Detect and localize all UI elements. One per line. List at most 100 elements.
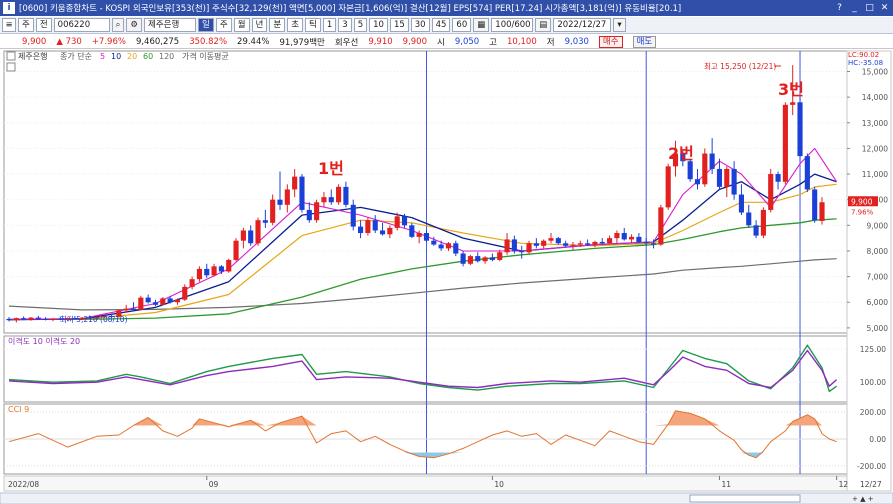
cci-tick-label: 0.00 — [869, 435, 886, 444]
candle-body — [409, 225, 415, 237]
candle-body — [782, 104, 788, 182]
candle-body — [475, 256, 481, 262]
legend-ma-suffix: 가격 이동평균 — [182, 51, 229, 61]
maximize-button[interactable]: □ — [865, 3, 874, 13]
annotation-label-1: 1번 — [318, 159, 344, 178]
interval-button-1[interactable]: 1 — [322, 18, 337, 32]
candle-body — [555, 238, 561, 244]
candle-body — [196, 268, 202, 280]
calendar-icon[interactable]: ▤ — [535, 18, 552, 32]
candle-body — [753, 225, 759, 236]
candle-body — [460, 253, 466, 264]
date-tick-label: 12 — [839, 480, 849, 489]
candle-body — [379, 230, 386, 235]
candle-body — [541, 240, 547, 246]
interval-button-15[interactable]: 15 — [389, 18, 409, 32]
period-button-month[interactable]: 월 — [233, 18, 250, 32]
candle-body — [709, 153, 715, 169]
interval-button-5[interactable]: 5 — [353, 18, 368, 32]
candle-body — [672, 153, 679, 167]
candle-body — [643, 241, 649, 244]
close-button[interactable]: ✕ — [880, 3, 889, 13]
candle-body — [438, 244, 444, 249]
candle-body — [724, 168, 730, 187]
candle-body — [731, 168, 737, 195]
cci-line — [8, 410, 837, 459]
candle-body — [526, 243, 532, 253]
period-button-day[interactable]: 일 — [198, 18, 214, 32]
candle-body — [680, 153, 686, 162]
candle-body — [13, 318, 19, 321]
candle-body — [138, 297, 144, 310]
date-field[interactable]: 2022/12/27 — [553, 18, 612, 32]
high-price-note: 최고 15,250 (12/21) — [704, 61, 776, 71]
candle-body — [511, 239, 517, 251]
period-button-year[interactable]: 년 — [251, 18, 268, 32]
candle-body — [592, 241, 598, 245]
candle-body — [152, 302, 159, 305]
candle-body — [358, 226, 364, 234]
price-tick-label: 8,000 — [867, 247, 889, 256]
price-tick-label: 9,000 — [867, 221, 889, 230]
buy-button[interactable]: 매수 — [598, 35, 623, 48]
date-picker-icon[interactable]: ▾ — [613, 18, 626, 32]
annotation-label-2: 2번 — [668, 144, 694, 163]
candle-body — [614, 233, 620, 239]
candle-body — [72, 318, 78, 320]
candle-body — [431, 240, 437, 245]
gear-icon[interactable]: ⚙ — [126, 18, 143, 32]
price-tick-label: 14,000 — [862, 93, 888, 102]
candle-body — [174, 299, 181, 303]
candle-body — [665, 166, 671, 208]
mode-button-all[interactable]: 전 — [35, 18, 52, 32]
candle-body — [248, 230, 254, 244]
price-tick-label: 13,000 — [862, 119, 888, 128]
candle-body — [328, 197, 334, 203]
stock-chart[interactable]: 15,00014,00013,00012,00011,00010,0009,00… — [0, 49, 893, 504]
chart-settings-icon[interactable]: ▦ — [473, 18, 490, 32]
interval-button-60[interactable]: 60 — [452, 18, 472, 32]
volume: 9,460,275 — [135, 36, 180, 47]
candle-body — [650, 243, 657, 245]
interval-button-30[interactable]: 30 — [410, 18, 430, 32]
candle-body — [233, 240, 239, 260]
menu-icon[interactable]: ≡ — [2, 18, 16, 32]
price-tick-label: 5,000 — [867, 324, 889, 333]
candle-body — [746, 212, 752, 226]
candle-body — [343, 186, 349, 205]
candle-body — [760, 209, 766, 236]
candle-body — [35, 317, 41, 319]
window-title: [0600] 키움종합차트 - KOSPI 외국인보유[353(천)] 주식수[… — [19, 4, 682, 14]
candle-body — [738, 194, 744, 213]
mode-button-stock[interactable]: 주 — [18, 18, 34, 32]
period-button-tick[interactable]: 틱 — [305, 18, 321, 32]
low-label: 시 — [437, 37, 445, 48]
stock-code-field[interactable]: 006220 — [53, 18, 110, 32]
price-tick-label: 7,000 — [867, 273, 889, 282]
interval-button-10[interactable]: 10 — [369, 18, 388, 32]
date-tick-label: 2022/08 — [8, 480, 39, 489]
candle-body — [716, 168, 723, 187]
disparity-legend: 이격도 10 이격도 20 — [8, 336, 80, 346]
period-button-week[interactable]: 주 — [215, 18, 232, 32]
sell-button[interactable]: 매도 — [632, 35, 657, 48]
high-price: 10,100 — [507, 36, 537, 47]
legend-ma-period: 60 — [143, 52, 153, 61]
current-price: 9,900 — [402, 36, 427, 47]
period-button-second[interactable]: 초 — [287, 18, 304, 32]
candle-body — [504, 239, 510, 253]
range-field[interactable]: 100/600 — [491, 18, 534, 32]
search-icon[interactable]: ⌕ — [111, 18, 125, 32]
stock-name-field[interactable]: 제주은행 — [144, 18, 197, 32]
help-button[interactable]: ? — [837, 3, 842, 13]
candle-body — [702, 153, 708, 185]
interval-button-3[interactable]: 3 — [338, 18, 352, 32]
candle-body — [797, 102, 803, 157]
minimize-button[interactable]: _ — [852, 3, 857, 13]
candle-body — [204, 268, 210, 276]
candle-body — [497, 252, 503, 260]
interval-button-45[interactable]: 45 — [431, 18, 451, 32]
candle-body — [599, 241, 605, 244]
cci-tick-label: 200.00 — [860, 408, 886, 417]
period-button-minute[interactable]: 분 — [269, 18, 286, 32]
